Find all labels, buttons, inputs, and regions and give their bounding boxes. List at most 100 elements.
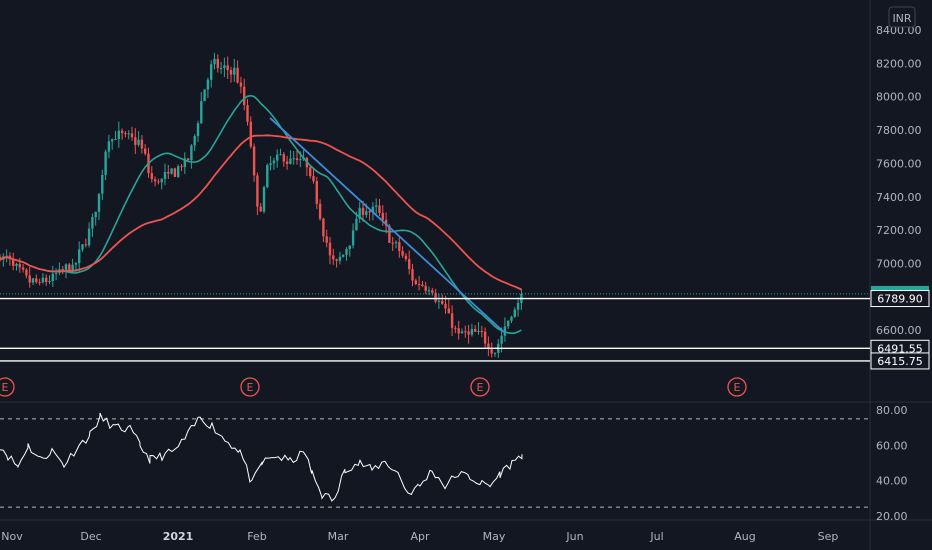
candle (309, 166, 312, 179)
price-tick-label: 7800.00 (876, 124, 922, 137)
oscillator-tick-label: 40.00 (876, 475, 908, 488)
candle (516, 297, 520, 317)
earnings-marker-label: E (247, 381, 254, 394)
candle (447, 299, 450, 314)
moving-average-short[interactable] (0, 94, 522, 335)
candle (490, 342, 493, 358)
earnings-marker-label: E (2, 381, 9, 394)
candle (464, 325, 467, 338)
candle (51, 265, 54, 287)
price-tick-label: 7000.00 (876, 258, 922, 271)
candle (81, 244, 84, 252)
candle (424, 281, 427, 295)
candle (190, 144, 193, 169)
candle (249, 116, 252, 149)
time-tick-label: Jul (649, 530, 663, 543)
candle (160, 178, 163, 190)
candle (243, 78, 246, 111)
candle (510, 315, 513, 323)
candle (520, 288, 523, 310)
time-tick-label: Dec (80, 530, 101, 543)
candle (467, 324, 470, 344)
candle (368, 208, 371, 221)
oscillator-line[interactable] (0, 412, 523, 502)
time-tick-label: Feb (247, 530, 266, 543)
candle (312, 167, 315, 184)
trendline[interactable] (269, 117, 506, 334)
candle (219, 61, 223, 74)
candle (318, 199, 322, 221)
candle (78, 241, 81, 272)
candle (460, 328, 464, 334)
candle (101, 169, 104, 200)
candle (35, 274, 38, 284)
candle (153, 176, 157, 187)
candle (315, 176, 318, 209)
earnings-marker[interactable]: E (240, 377, 260, 397)
currency-badge[interactable]: INR (888, 6, 916, 28)
candle (111, 138, 114, 150)
candle (226, 56, 229, 79)
candle (487, 336, 490, 356)
earnings-marker[interactable]: E (727, 377, 747, 397)
candle (127, 130, 130, 140)
candle (431, 287, 434, 296)
candle (279, 148, 282, 156)
candle (256, 172, 259, 216)
candle (213, 52, 216, 70)
candle (38, 278, 41, 286)
price-tick-label: 8000.00 (876, 91, 922, 104)
candle (167, 165, 170, 180)
candle (483, 327, 487, 348)
candle (28, 266, 31, 288)
candle (120, 128, 124, 140)
candle (91, 213, 94, 237)
moving-average-long[interactable] (0, 134, 522, 291)
candle (408, 250, 411, 275)
candle (394, 240, 398, 249)
candle (361, 200, 365, 222)
price-tick-label: 8200.00 (876, 57, 922, 70)
candle (269, 155, 272, 171)
candle (450, 305, 454, 337)
candle (404, 252, 408, 262)
earnings-marker[interactable]: E (0, 377, 15, 397)
candle (391, 237, 394, 251)
candle (0, 254, 2, 262)
candle (246, 98, 249, 126)
candle (107, 134, 111, 159)
candle (31, 277, 35, 286)
candle (411, 263, 414, 287)
candle (322, 217, 325, 243)
price-tick-label: 7400.00 (876, 191, 922, 204)
level-tag-box (870, 290, 930, 308)
candle (417, 276, 421, 291)
oscillator-pane[interactable] (0, 412, 870, 508)
candle (15, 262, 18, 271)
candle (157, 178, 160, 185)
candle (12, 252, 15, 271)
price-axis[interactable]: 8400.008200.008000.007800.007600.007400.… (876, 24, 922, 337)
candle (295, 149, 299, 165)
candle (236, 60, 239, 84)
candle (292, 151, 295, 165)
candle (150, 166, 153, 183)
candle (252, 143, 256, 182)
candle (437, 293, 441, 309)
candle (2, 253, 5, 267)
candle (134, 128, 137, 154)
time-tick-label: Jun (565, 530, 583, 543)
candle (183, 152, 186, 175)
price-tick-label: 7200.00 (876, 224, 922, 237)
candle (140, 135, 144, 154)
candle (266, 163, 269, 189)
candle (375, 198, 378, 216)
oscillator-axis[interactable]: 80.00 60.00 40.00 20.00 (876, 404, 908, 523)
earnings-marker[interactable]: E (470, 377, 490, 397)
candle (137, 131, 140, 147)
time-axis[interactable]: Nov Dec 2021 Feb Mar Apr May Jun Jul Aug Sep (1, 530, 838, 543)
